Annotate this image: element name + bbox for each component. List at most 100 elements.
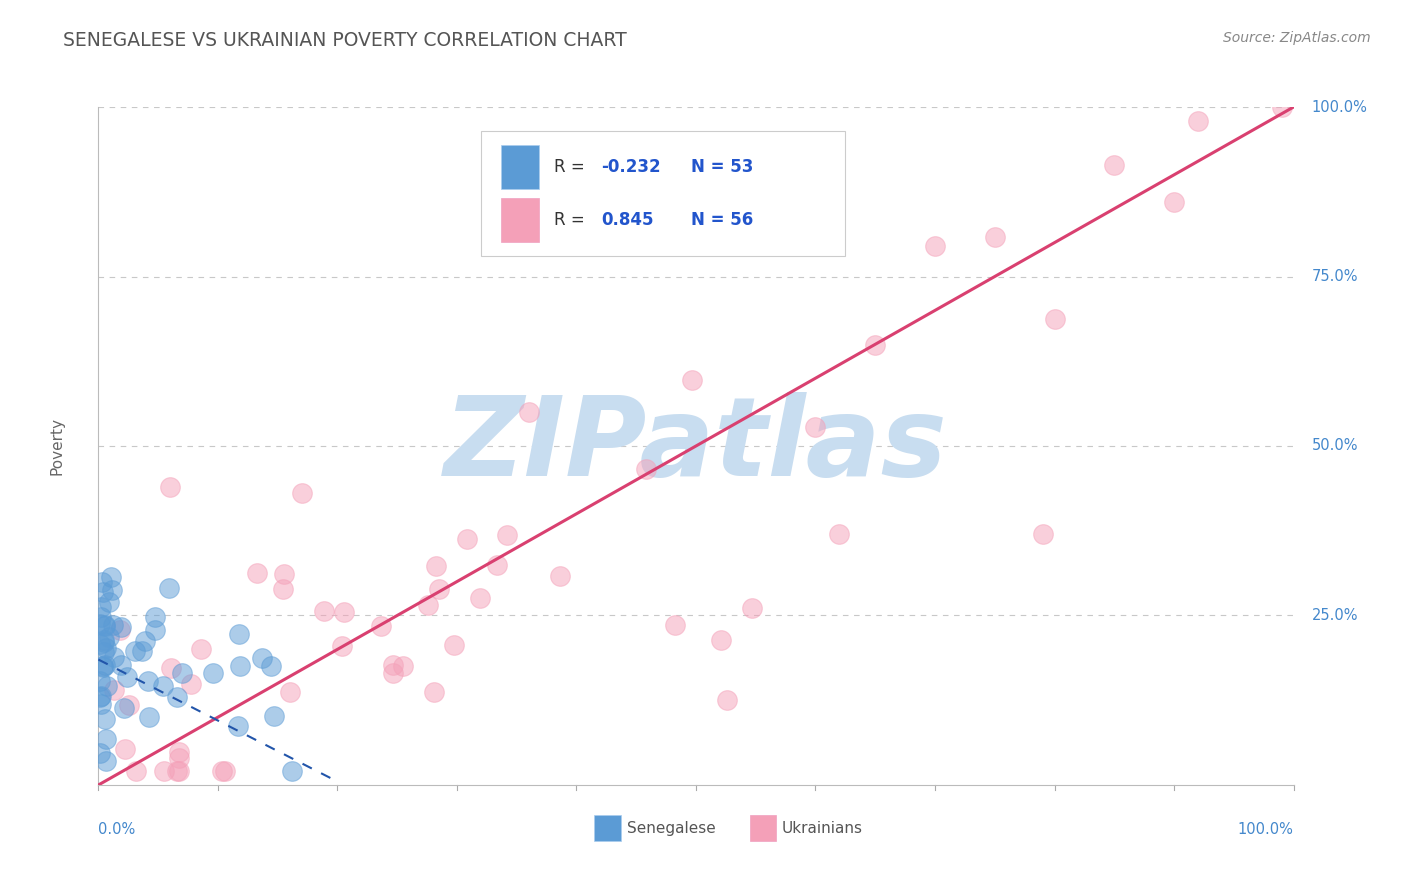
Text: R =: R = — [554, 159, 589, 177]
Point — [98, 631, 121, 645]
Point — [664, 618, 686, 632]
FancyBboxPatch shape — [749, 815, 776, 841]
Point — [91, 659, 114, 673]
Point — [166, 764, 188, 779]
Point — [423, 684, 446, 698]
Point — [136, 674, 159, 689]
Point — [101, 617, 124, 632]
Point — [94, 732, 117, 747]
Point — [468, 591, 491, 606]
Point — [252, 651, 274, 665]
Text: Source: ZipAtlas.com: Source: ZipAtlas.com — [1223, 31, 1371, 45]
Point — [456, 533, 478, 547]
Point — [100, 570, 122, 584]
Point — [152, 680, 174, 694]
Point — [517, 405, 540, 419]
Text: Senegalese: Senegalese — [627, 821, 716, 836]
Point — [91, 658, 114, 673]
Point — [710, 632, 733, 647]
Point — [167, 751, 190, 765]
Point — [260, 658, 283, 673]
Point — [636, 461, 658, 475]
Text: N = 56: N = 56 — [692, 211, 754, 228]
Point — [143, 610, 166, 624]
Point — [1104, 158, 1126, 172]
Text: ZIPatlas: ZIPatlas — [444, 392, 948, 500]
Point — [1043, 312, 1066, 326]
Point — [246, 566, 269, 580]
Text: 50.0%: 50.0% — [1312, 439, 1358, 453]
Point — [263, 709, 285, 723]
Point — [90, 600, 112, 615]
Text: 0.845: 0.845 — [602, 211, 654, 228]
Point — [159, 480, 181, 494]
Point — [90, 575, 112, 590]
Point — [131, 644, 153, 658]
Point — [273, 566, 295, 581]
Point — [90, 689, 112, 703]
Point — [382, 666, 405, 681]
Point — [1163, 194, 1185, 209]
Point — [125, 764, 148, 779]
Point — [93, 635, 115, 649]
Point — [94, 657, 117, 672]
Point — [89, 617, 111, 632]
Text: R =: R = — [554, 211, 589, 228]
Point — [333, 605, 356, 619]
Point — [98, 595, 121, 609]
Point — [443, 638, 465, 652]
Point — [278, 684, 301, 698]
Point — [89, 673, 111, 688]
Point — [143, 623, 166, 637]
Point — [93, 633, 115, 648]
Point — [370, 619, 392, 633]
Point — [90, 610, 112, 624]
Text: SENEGALESE VS UKRAINIAN POVERTY CORRELATION CHART: SENEGALESE VS UKRAINIAN POVERTY CORRELAT… — [63, 31, 627, 50]
Point — [312, 604, 335, 618]
Text: -0.232: -0.232 — [602, 159, 661, 177]
Point — [291, 486, 314, 500]
Point — [1032, 527, 1054, 541]
Point — [91, 585, 114, 599]
Point — [167, 745, 190, 759]
Point — [94, 754, 117, 768]
Text: 0.0%: 0.0% — [98, 822, 135, 838]
Point — [485, 558, 508, 573]
Text: Ukrainians: Ukrainians — [782, 821, 863, 836]
Text: 100.0%: 100.0% — [1237, 822, 1294, 838]
Point — [427, 582, 450, 597]
Point — [391, 658, 413, 673]
Point — [138, 710, 160, 724]
Point — [103, 682, 125, 697]
FancyBboxPatch shape — [501, 145, 540, 189]
Point — [229, 659, 252, 673]
Point — [190, 642, 212, 657]
Point — [741, 600, 763, 615]
FancyBboxPatch shape — [481, 131, 845, 256]
Point — [114, 742, 136, 756]
FancyBboxPatch shape — [501, 197, 540, 242]
Point — [134, 634, 156, 648]
Text: 100.0%: 100.0% — [1312, 100, 1367, 114]
Point — [924, 238, 946, 252]
Text: 25.0%: 25.0% — [1312, 608, 1358, 623]
Point — [214, 764, 236, 779]
Point — [167, 764, 190, 779]
Point — [94, 712, 117, 726]
Point — [159, 581, 181, 595]
Point — [153, 764, 176, 779]
Point — [100, 583, 122, 598]
Point — [93, 618, 115, 632]
Point — [172, 666, 194, 681]
Point — [418, 599, 440, 613]
Point — [115, 670, 138, 684]
Point — [548, 568, 571, 582]
Point — [89, 690, 111, 704]
Point — [89, 637, 111, 651]
Point — [89, 746, 111, 760]
FancyBboxPatch shape — [595, 815, 620, 841]
Point — [94, 619, 117, 633]
Point — [108, 623, 131, 637]
Point — [828, 527, 851, 541]
Text: Poverty: Poverty — [49, 417, 65, 475]
